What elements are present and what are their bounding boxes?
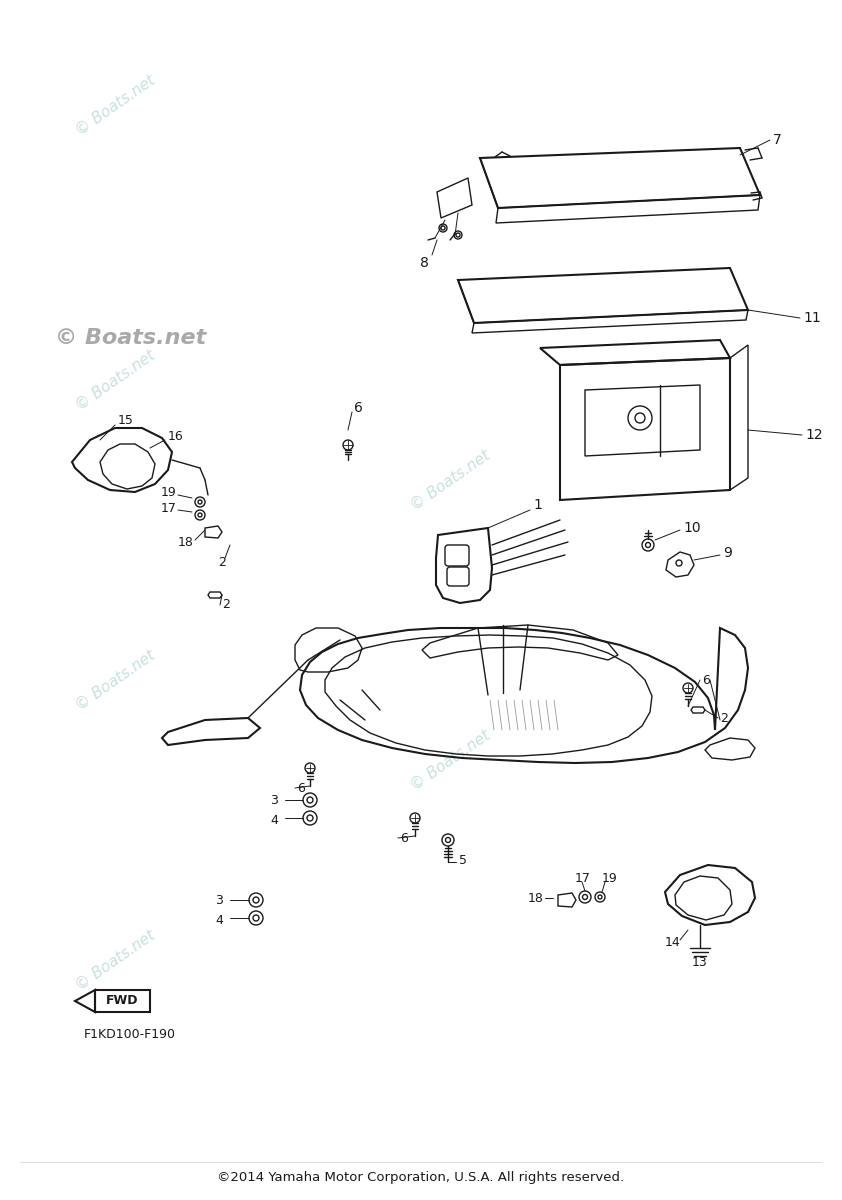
Text: © Boats.net: © Boats.net <box>72 347 157 413</box>
Text: ©2014 Yamaha Motor Corporation, U.S.A. All rights reserved.: ©2014 Yamaha Motor Corporation, U.S.A. A… <box>217 1171 625 1184</box>
Text: 16: 16 <box>168 430 184 443</box>
Text: 17: 17 <box>575 871 591 884</box>
Text: 15: 15 <box>118 414 134 427</box>
Text: 3: 3 <box>215 894 223 906</box>
Text: 6: 6 <box>400 832 408 845</box>
Text: © Boats.net: © Boats.net <box>72 928 157 992</box>
Text: 6: 6 <box>702 673 710 686</box>
Text: 14: 14 <box>665 936 680 948</box>
Text: © Boats.net: © Boats.net <box>72 72 157 138</box>
Text: 11: 11 <box>803 311 821 325</box>
Text: © Boats.net: © Boats.net <box>55 328 206 348</box>
Text: 2: 2 <box>222 599 230 612</box>
Text: 6: 6 <box>354 401 363 415</box>
Text: 9: 9 <box>723 546 732 560</box>
Text: 10: 10 <box>683 521 701 535</box>
Text: 3: 3 <box>270 793 278 806</box>
Text: 8: 8 <box>420 256 429 270</box>
Text: 2: 2 <box>720 712 727 725</box>
Text: 2: 2 <box>218 556 226 569</box>
Text: 6: 6 <box>297 781 305 794</box>
Text: 7: 7 <box>773 133 781 146</box>
Text: © Boats.net: © Boats.net <box>408 448 493 512</box>
Text: 18: 18 <box>528 892 544 905</box>
Text: F1KD100-F190: F1KD100-F190 <box>84 1028 176 1040</box>
FancyBboxPatch shape <box>447 566 469 586</box>
Text: 4: 4 <box>215 913 223 926</box>
Text: 5: 5 <box>459 854 467 868</box>
Text: 12: 12 <box>805 428 823 442</box>
Text: 17: 17 <box>161 502 177 515</box>
Text: 13: 13 <box>692 955 708 968</box>
Text: © Boats.net: © Boats.net <box>408 727 493 793</box>
Text: 4: 4 <box>270 814 278 827</box>
Text: FWD: FWD <box>106 995 138 1008</box>
Text: © Boats.net: © Boats.net <box>72 647 157 713</box>
Text: 18: 18 <box>178 535 194 548</box>
Text: 1: 1 <box>533 498 542 512</box>
Text: 19: 19 <box>602 871 618 884</box>
FancyBboxPatch shape <box>445 545 469 566</box>
Text: 19: 19 <box>161 486 177 499</box>
